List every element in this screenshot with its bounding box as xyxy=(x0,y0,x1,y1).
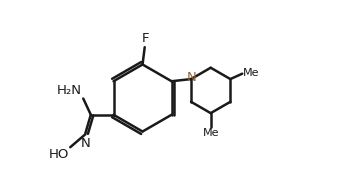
Text: HO: HO xyxy=(49,148,69,161)
Text: N: N xyxy=(186,72,196,84)
Text: F: F xyxy=(142,33,149,45)
Text: H₂N: H₂N xyxy=(57,84,82,97)
Text: N: N xyxy=(81,137,91,150)
Text: Me: Me xyxy=(243,68,260,78)
Text: Me: Me xyxy=(203,128,219,138)
